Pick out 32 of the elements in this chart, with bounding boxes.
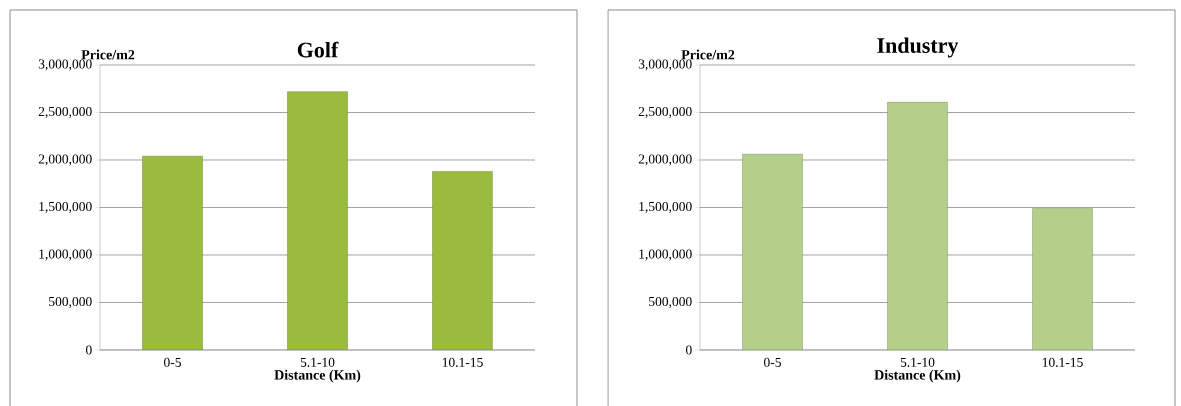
y-tick-label: 2,000,000	[638, 154, 692, 166]
x-tick-label: 10.1-15	[442, 357, 483, 367]
bar	[287, 91, 348, 350]
bar	[742, 154, 803, 350]
y-axis-title: Price/m2	[681, 49, 735, 60]
bar	[142, 155, 203, 350]
x-tick-label: 5.1-10	[300, 357, 335, 367]
y-tick-label: 2,500,000	[638, 106, 692, 119]
y-tick-label: 500,000	[49, 296, 92, 309]
y-axis-title: Price/m2	[81, 49, 135, 60]
y-tick-label: 500,000	[649, 296, 692, 309]
y-tick-label: 0	[85, 345, 92, 355]
chart-title: Golf	[297, 41, 339, 58]
x-tick-label: 5.1-10	[900, 357, 935, 367]
y-tick-label: 2,500,000	[38, 106, 92, 119]
y-tick-label: 1,000,000	[39, 249, 92, 261]
y-tick-label: 3,000,000	[38, 59, 92, 71]
y-tick-label: 3,000,000	[638, 59, 692, 71]
bar	[432, 171, 493, 350]
y-tick-label: 2,000,000	[38, 154, 92, 166]
x-tick-label: 0-5	[164, 357, 181, 367]
x-axis-title: Distance (Km)	[874, 369, 961, 383]
y-tick-label: 1,500,000	[639, 201, 692, 214]
y-tick-label: 0	[685, 345, 692, 355]
y-tick-label: 1,000,000	[639, 249, 692, 261]
x-tick-label: 10.1-15	[1042, 357, 1083, 367]
x-axis-title: Distance (Km)	[274, 369, 361, 383]
bar	[887, 101, 948, 350]
y-tick-label: 1,500,000	[39, 201, 92, 214]
bar	[1032, 208, 1093, 350]
chart-title: Industry	[877, 37, 959, 58]
x-tick-label: 0-5	[764, 357, 781, 367]
